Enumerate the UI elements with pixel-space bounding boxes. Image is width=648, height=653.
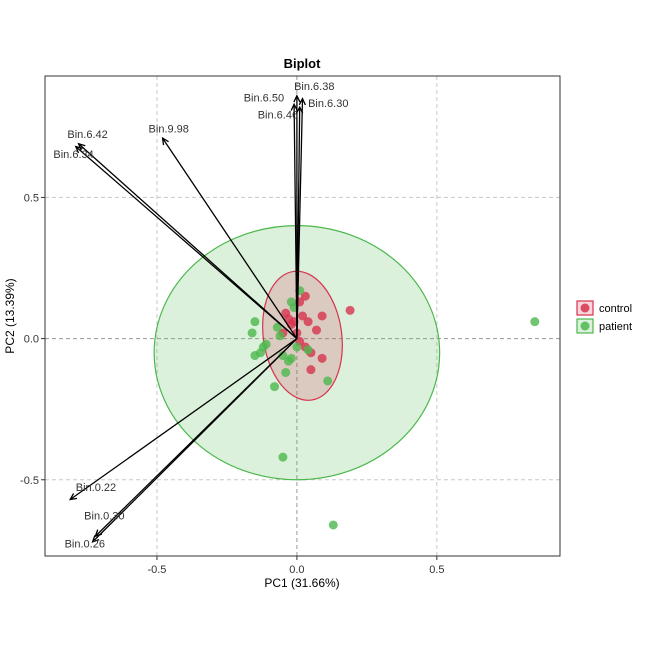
y-tick-label: -0.5 [20, 475, 39, 487]
legend-label-control: control [599, 303, 632, 315]
loading-arrow-Bin.6.34 [75, 146, 298, 340]
y-tick-label: 0.5 [24, 192, 39, 204]
control-point [303, 317, 313, 327]
loading-arrowhead-Bin.9.98 [161, 136, 169, 146]
legend-marker-patient [580, 321, 590, 331]
loading-arrowhead-Bin.6.30 [298, 97, 306, 106]
patient-point [272, 322, 282, 332]
loading-arrow-Bin.9.98 [162, 137, 298, 339]
loading-label: Bin.0.22 [76, 482, 116, 494]
loading-arrows [68, 94, 306, 543]
patient-point [323, 376, 333, 386]
loading-label: Bin.0.26 [65, 539, 105, 551]
patient-point [286, 353, 296, 363]
patient-point [278, 452, 288, 462]
loading-arrow-Bin.6.50 [293, 104, 298, 339]
legend-marker-control [580, 303, 590, 313]
loading-label: Bin.0.30 [84, 510, 124, 522]
loading-arrowhead-Bin.6.50 [290, 102, 298, 111]
x-tick-label: 0.0 [289, 564, 304, 576]
patient-point [278, 351, 288, 361]
x-tick-label: 0.5 [429, 564, 444, 576]
control-point [300, 291, 310, 301]
loading-arrow-Bin.6.42 [78, 143, 298, 340]
plot-panel-border [44, 75, 561, 557]
loading-label: Bin.6.50 [244, 92, 284, 104]
patient-point [328, 520, 338, 530]
control-point [311, 325, 321, 335]
patient-point [303, 345, 313, 355]
patient-point [275, 331, 285, 341]
loading-arrow-Bin.6.46 [296, 107, 301, 339]
loading-label: Bin.6.38 [294, 81, 334, 93]
control-point [298, 311, 307, 321]
loading-label: Bin.6.30 [308, 98, 348, 110]
control-point [345, 305, 355, 315]
patient-point [292, 342, 302, 352]
loading-arrowhead-Bin.0.26 [91, 535, 100, 543]
x-axis-ticks: -0.5 0.0 0.5 [147, 556, 444, 576]
patient-point [250, 317, 260, 327]
chart-title: Biplot [284, 56, 321, 71]
loading-arrowhead-Bin.6.38 [293, 94, 301, 103]
control-point [317, 311, 327, 321]
patient-point [261, 339, 271, 349]
patient-point [281, 367, 291, 377]
loading-label: Bin.6.46 [258, 109, 298, 121]
y-tick-label: 0.0 [24, 334, 39, 346]
x-tick-label: -0.5 [147, 564, 166, 576]
loading-arrowhead-Bin.6.34 [74, 145, 83, 154]
loading-label: Bin.9.98 [149, 123, 189, 135]
control-point [317, 353, 327, 363]
control-point [306, 365, 316, 375]
x-axis-label: PC1 (31.66%) [264, 576, 339, 590]
patient-point [270, 382, 280, 392]
loading-label: Bin.6.34 [53, 149, 93, 161]
loading-arrowhead-Bin.0.22 [68, 493, 78, 501]
y-axis-label: PC2 (13.39%) [3, 278, 17, 353]
y-axis-ticks: -0.5 0.0 0.5 [20, 192, 45, 487]
patient-point [530, 317, 540, 327]
legend-label-patient: patient [599, 321, 632, 333]
loading-arrow-Bin.0.22 [69, 338, 298, 501]
loading-labels: Bin.6.42 Bin.6.34 Bin.9.98 Bin.6.38 Bin.6.50… [53, 81, 348, 550]
patient-point [250, 351, 260, 361]
loading-arrowhead-Bin.6.46 [295, 105, 304, 114]
confidence-ellipses [153, 225, 441, 481]
control-point [284, 314, 294, 324]
legend: control patient [576, 300, 632, 334]
data-points [247, 286, 540, 530]
loading-arrow-Bin.0.26 [92, 338, 298, 543]
patient-point [247, 328, 257, 338]
loading-label: Bin.6.42 [67, 129, 107, 141]
